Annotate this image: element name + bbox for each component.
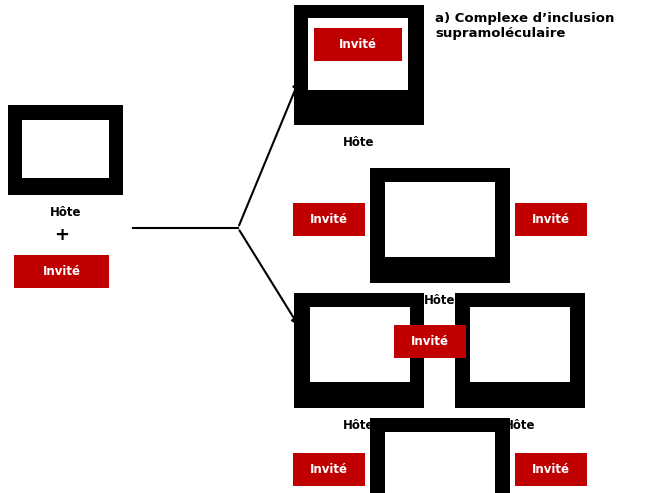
Bar — [385, 182, 495, 257]
Bar — [370, 168, 510, 283]
Text: Hôte: Hôte — [50, 206, 81, 219]
Bar — [8, 105, 123, 195]
Bar — [293, 203, 365, 236]
Text: Invité: Invité — [532, 213, 570, 226]
Bar — [370, 418, 510, 493]
Bar — [394, 325, 466, 358]
Text: Invité: Invité — [310, 463, 348, 476]
Bar — [14, 255, 109, 288]
Bar — [294, 5, 424, 125]
Bar — [310, 307, 410, 382]
Bar — [308, 18, 408, 90]
Text: Invité: Invité — [532, 463, 570, 476]
Text: Hôte: Hôte — [504, 419, 536, 432]
Text: Hôte: Hôte — [343, 419, 375, 432]
Text: Invité: Invité — [411, 335, 449, 348]
Text: a) Complexe d’inclusion
supramoléculaire: a) Complexe d’inclusion supramoléculaire — [435, 12, 615, 40]
Text: Hôte: Hôte — [424, 294, 456, 307]
Bar — [385, 432, 495, 493]
Bar — [470, 307, 570, 382]
Bar — [515, 203, 587, 236]
Bar — [294, 293, 424, 408]
Text: Invité: Invité — [43, 265, 80, 278]
Bar — [515, 453, 587, 486]
Bar — [455, 293, 585, 408]
Text: Invité: Invité — [339, 38, 377, 51]
Bar — [293, 453, 365, 486]
Text: Hôte: Hôte — [343, 136, 375, 149]
Bar — [22, 120, 109, 178]
Text: +: + — [55, 226, 70, 244]
Text: Invité: Invité — [310, 213, 348, 226]
Bar — [314, 28, 402, 61]
